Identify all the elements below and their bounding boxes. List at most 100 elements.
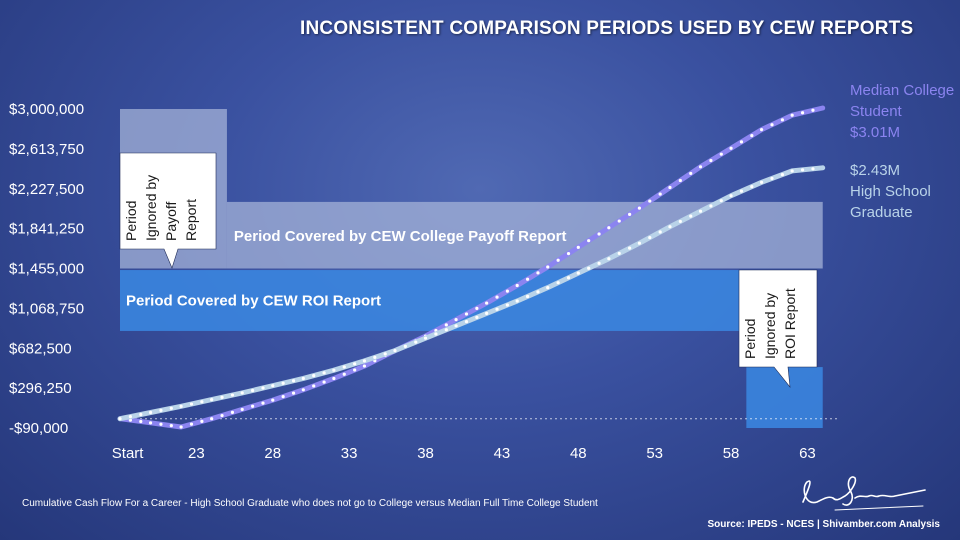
series-point-0 [770,123,774,127]
roi-ignored-callout-line: Period [742,319,758,359]
series-point-1 [760,180,764,184]
college-end-label: $3.01M [850,124,900,141]
source-note: Source: IPEDS - NCES | Shivamber.com Ana… [707,519,940,530]
series-point-1 [607,257,611,261]
series-point-1 [546,285,550,290]
series-point-0 [261,401,265,405]
series-point-0 [200,419,204,423]
series-point-1 [373,355,377,359]
series-point-1 [689,214,693,218]
college-end-label: Student [850,103,903,120]
series-point-1 [811,167,815,171]
series-point-1 [658,230,662,234]
series-point-1 [362,359,367,363]
x-tick-label: 63 [799,445,816,462]
highschool-end-label: $2.43M [850,162,900,179]
series-point-1 [698,209,703,213]
roi-ignored-callout-line: Ignored by [762,293,778,359]
period-region-0 [226,201,823,269]
series-point-0 [689,171,693,176]
series-point-1 [271,384,275,388]
series-point-1 [322,371,326,375]
series-point-0 [566,252,571,256]
series-point-1 [505,303,510,307]
series-point-1 [423,336,428,340]
x-tick-label: 58 [723,445,740,462]
y-tick-label: $682,500 [9,340,72,357]
roi-region-label: Period Covered by CEW ROI Report [126,293,381,310]
y-tick-label: $3,000,000 [9,101,84,118]
series-point-0 [576,245,580,249]
series-point-1 [525,294,530,299]
y-tick-label: $2,227,500 [9,181,84,198]
series-line-0 [117,105,826,430]
series-point-1 [617,251,621,256]
series-point-0 [648,199,652,203]
series-point-0 [587,239,591,243]
series-point-0 [607,226,611,230]
series-point-1 [444,328,448,332]
series-point-0 [790,113,794,117]
series-point-1 [566,276,571,280]
series-point-1 [495,307,499,311]
series-point-0 [251,404,255,408]
payoff-ignored-callout-line: Report [183,199,199,241]
series-point-1 [383,352,387,356]
series-point-0 [628,212,632,216]
series-point-0 [637,206,642,210]
series-point-1 [210,398,214,402]
series-point-0 [546,265,550,269]
series-point-1 [790,169,794,173]
series-point-0 [342,372,346,376]
series-point-0 [464,312,469,316]
series-point-1 [281,381,285,385]
series-point-1 [118,417,122,421]
series-point-0 [210,417,214,421]
series-point-0 [698,165,703,169]
series-point-1 [332,368,336,372]
x-tick-label: 48 [570,445,587,462]
series-point-0 [505,289,510,293]
series-point-1 [189,402,194,406]
series-point-1 [169,406,173,410]
series-point-1 [475,315,479,319]
x-tick-label: 38 [417,445,434,462]
series-point-1 [230,393,235,397]
y-tick-label: $1,068,750 [9,300,84,317]
series-point-1 [678,219,682,224]
payoff-ignored-callout-bubble [119,152,217,269]
series-point-1 [128,415,132,419]
x-tick-label: 23 [188,445,205,462]
y-tick-label: $1,455,000 [9,261,84,278]
series-point-1 [628,246,632,250]
y-tick-label: $1,841,250 [9,221,84,238]
series-point-1 [648,235,652,240]
series-point-1 [179,404,183,408]
signature-logo [802,476,926,511]
series-point-0 [148,421,153,425]
series-point-1 [719,199,723,203]
series-point-0 [485,301,489,305]
series-point-0 [139,419,143,424]
chart-title: INCONSISTENT COMPARISON PERIODS USED BY … [300,18,914,39]
series-point-0 [729,146,733,150]
payoff-ignored-callout-line: Payoff [163,201,179,241]
series-point-0 [291,391,296,395]
series-point-0 [811,108,815,112]
series-point-0 [362,364,367,368]
series-line-1 [117,165,826,422]
series-point-0 [322,380,326,384]
series-point-1 [434,332,438,336]
series-point-1 [240,391,244,395]
y-tick-label: $2,613,750 [9,141,84,158]
series-point-1 [251,388,255,393]
series-point-1 [750,184,754,189]
series-point-0 [556,258,560,262]
series-point-0 [159,422,163,426]
series-point-0 [597,232,601,236]
series-point-0 [230,410,235,414]
series-point-1 [312,374,316,378]
series-point-0 [800,111,805,115]
series-point-1 [597,261,601,265]
payoff-ignored-callout-line: Period [123,201,139,241]
